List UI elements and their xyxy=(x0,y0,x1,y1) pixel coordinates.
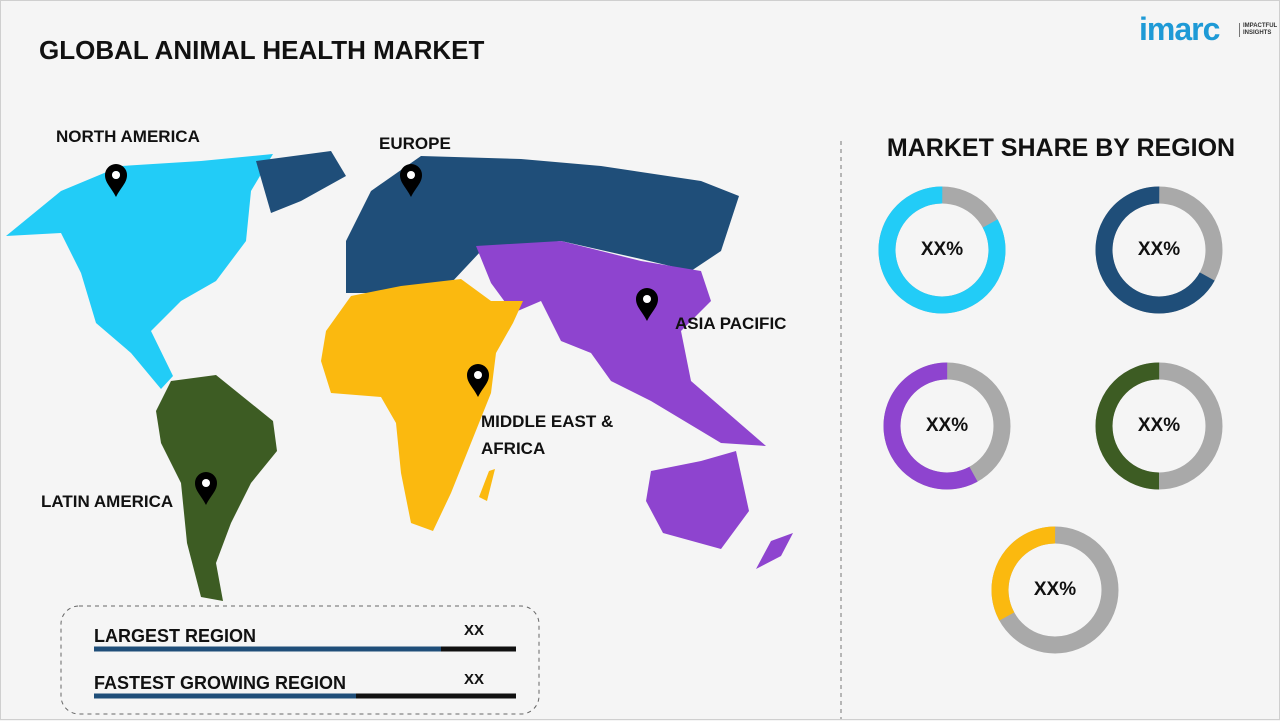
donut-label: XX% xyxy=(1137,415,1181,436)
summary-box xyxy=(60,605,540,715)
map-pin xyxy=(467,364,489,397)
map-pin xyxy=(105,164,127,197)
australia-shape xyxy=(646,451,749,549)
map-pin xyxy=(636,288,658,321)
pin-hole xyxy=(643,295,651,303)
madagascar-shape xyxy=(479,469,495,501)
pin-hole xyxy=(474,371,482,379)
summary-label: LARGEST REGION xyxy=(94,626,257,646)
greenland-shape xyxy=(256,151,346,213)
donut-label: XX% xyxy=(1137,239,1181,260)
north-america-shape xyxy=(6,154,273,389)
donut-arc xyxy=(991,526,1119,654)
page-title: GLOBAL ANIMAL HEALTH MARKET xyxy=(39,35,485,65)
donuts xyxy=(878,186,1223,654)
map-pin xyxy=(195,472,217,505)
donut-label: XX% xyxy=(920,239,964,260)
summary-value: XX xyxy=(464,622,485,639)
region-label: LATIN AMERICA xyxy=(41,492,174,511)
logo-brand: imarc xyxy=(1139,11,1220,47)
latin-america-shape xyxy=(156,375,277,601)
donut-arc xyxy=(1095,362,1223,490)
pin-hole xyxy=(407,171,415,179)
donut-arc xyxy=(878,186,1006,314)
asia-pacific-shape xyxy=(476,241,766,446)
pin-hole xyxy=(202,479,210,487)
region-label: ASIA PACIFIC xyxy=(675,314,787,333)
map-pins xyxy=(105,164,658,505)
region-label: MIDDLE EAST & AFRICA xyxy=(481,412,614,458)
donut-label: XX% xyxy=(1033,579,1077,600)
new-zealand-shape xyxy=(756,533,793,569)
logo-tagline: IMPACTFUL INSIGHTS xyxy=(1239,23,1280,37)
africa-shape xyxy=(321,279,523,531)
europe-shape xyxy=(346,156,739,293)
panel-title: MARKET SHARE BY REGION xyxy=(886,134,1236,162)
summary-value: XX xyxy=(464,671,485,688)
summary-label: FASTEST GROWING REGION xyxy=(94,673,347,693)
region-label: NORTH AMERICA xyxy=(56,127,200,146)
map-pin xyxy=(400,164,422,197)
region-label: EUROPE xyxy=(379,134,451,153)
pin-hole xyxy=(112,171,120,179)
donut-label: XX% xyxy=(925,415,969,436)
world-map xyxy=(6,151,793,601)
